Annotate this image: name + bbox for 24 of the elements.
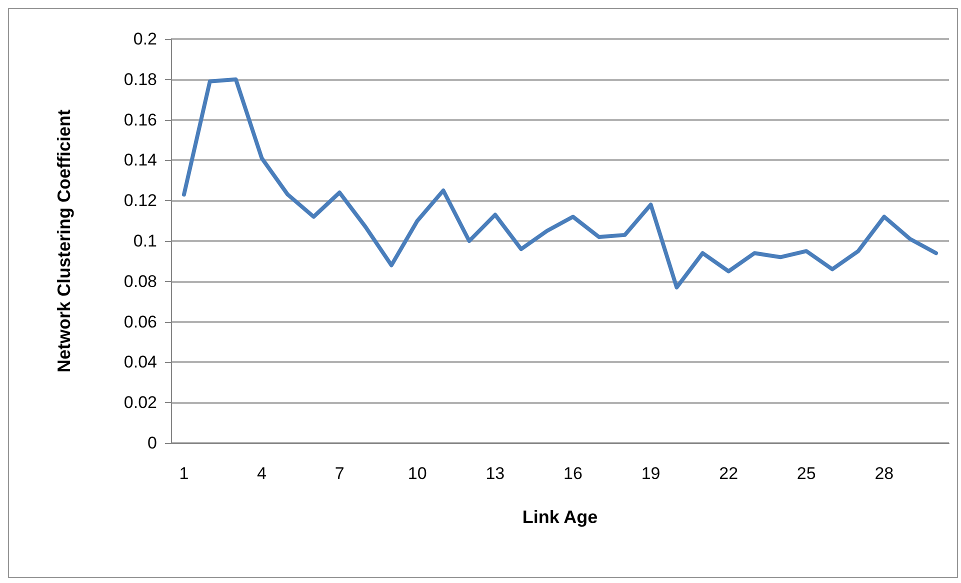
x-axis-title: Link Age — [522, 507, 598, 527]
y-axis-title: Network Clustering Coefficient — [54, 109, 74, 373]
y-tick-label: 0.14 — [124, 150, 157, 170]
y-tick-label: 0 — [148, 434, 157, 452]
y-tick-label: 0.02 — [124, 393, 157, 412]
y-tick-label: 0.16 — [124, 110, 157, 130]
y-tick-label: 0.06 — [124, 312, 157, 332]
line-series — [182, 77, 938, 290]
x-tick-label: 25 — [796, 464, 816, 483]
x-tick-label: 22 — [719, 464, 738, 483]
x-tick-label: 16 — [564, 464, 582, 483]
x-tick-label: 13 — [486, 464, 505, 483]
x-tick-label: 10 — [408, 464, 427, 483]
y-tick-label: 0.12 — [124, 191, 157, 210]
y-tick-label: 0.1 — [133, 232, 157, 250]
y-tick-label: 0.18 — [124, 70, 157, 89]
x-tick-label: 7 — [334, 464, 344, 483]
x-tick-label: 28 — [874, 464, 894, 483]
x-tick-label: 4 — [257, 464, 266, 483]
x-tick-label: 19 — [641, 464, 660, 483]
y-tick-label: 0.2 — [133, 30, 157, 48]
x-tick-label: 1 — [179, 464, 189, 483]
y-tick-label: 0.04 — [124, 352, 157, 372]
y-tick-label: 0.08 — [124, 272, 157, 291]
